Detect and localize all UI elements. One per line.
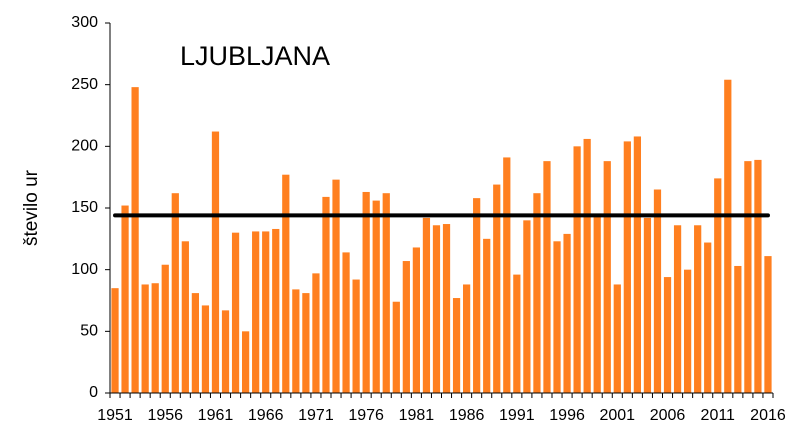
- bar: [221, 310, 230, 393]
- x-tick-label: 1966: [248, 407, 284, 424]
- y-tick-label: 50: [80, 323, 98, 340]
- bar: [493, 184, 501, 393]
- bar: [362, 191, 370, 393]
- bar: [151, 283, 159, 393]
- bar: [131, 87, 139, 393]
- y-tick-label: 150: [71, 199, 98, 216]
- bar: [543, 161, 551, 393]
- bar: [633, 136, 642, 393]
- bar: [141, 284, 149, 393]
- bar: [683, 269, 692, 393]
- bar: [282, 174, 290, 393]
- x-tick-label: 2001: [599, 407, 635, 424]
- y-tick-label: 250: [71, 76, 98, 93]
- bar: [734, 265, 742, 393]
- bar: [442, 224, 451, 393]
- bar: [643, 217, 652, 393]
- bar: [302, 293, 310, 393]
- bar: [553, 241, 561, 393]
- bar: [473, 198, 481, 393]
- x-tick-label: 1951: [97, 407, 133, 424]
- bar: [483, 238, 491, 393]
- bar: [714, 178, 722, 393]
- bar: [191, 293, 200, 393]
- bar: [272, 228, 280, 393]
- bar: [754, 159, 762, 393]
- x-tick-label: 2006: [650, 407, 686, 424]
- x-tick-label: 1996: [549, 407, 585, 424]
- bar: [583, 138, 591, 393]
- x-tick-label: 1991: [499, 407, 535, 424]
- bar: [663, 277, 672, 393]
- x-tick-label: 1971: [298, 407, 334, 424]
- y-axis-label: število ur: [21, 169, 42, 246]
- bar: [412, 247, 421, 393]
- bar: [332, 179, 340, 393]
- bar: [312, 273, 320, 393]
- bar: [563, 233, 571, 393]
- bar: [704, 242, 712, 393]
- bar: [241, 331, 250, 393]
- bar: [764, 256, 772, 393]
- bar: [653, 189, 662, 393]
- x-tick-label: 1961: [198, 407, 234, 424]
- bar: [422, 217, 431, 393]
- y-tick-label: 300: [71, 14, 98, 31]
- bar: [573, 146, 581, 393]
- x-tick-label: 2011: [701, 407, 736, 424]
- bar: [593, 216, 601, 393]
- bar: [352, 279, 360, 393]
- bar: [181, 241, 189, 393]
- bar: [462, 284, 471, 393]
- bar: [111, 288, 119, 393]
- chart-title: LJUBLJANA: [180, 41, 330, 71]
- bar: [673, 225, 682, 393]
- y-tick-label: 200: [71, 138, 98, 155]
- bar: [252, 231, 260, 393]
- bar: [513, 274, 521, 393]
- bar: [231, 232, 240, 393]
- bar: [452, 298, 461, 393]
- bar: [342, 252, 350, 393]
- bar: [171, 193, 179, 393]
- bar: [603, 161, 611, 393]
- bar: [292, 289, 300, 393]
- bar: [201, 305, 210, 393]
- y-tick-label: 100: [71, 261, 98, 278]
- bar: [392, 301, 400, 393]
- bar: [623, 141, 631, 393]
- bar: [382, 193, 390, 393]
- bar: [402, 261, 410, 393]
- x-tick-label: 2016: [750, 407, 786, 424]
- bar: [161, 264, 169, 393]
- bar: [503, 157, 511, 393]
- bar: [121, 205, 129, 393]
- bar: [372, 200, 380, 393]
- x-tick-label: 1956: [147, 407, 183, 424]
- bar: [744, 161, 752, 393]
- y-tick-label: 0: [89, 384, 98, 401]
- bar: [262, 231, 270, 393]
- bar: [432, 225, 441, 393]
- x-tick-label: 1981: [399, 407, 435, 424]
- bar: [211, 131, 220, 394]
- bar: [523, 220, 531, 393]
- bar: [613, 284, 621, 393]
- x-tick-label: 1986: [449, 407, 485, 424]
- bar: [322, 196, 330, 393]
- x-tick-label: 1976: [348, 407, 384, 424]
- bar: [694, 225, 702, 393]
- bar: [533, 193, 541, 393]
- bar: [724, 79, 732, 393]
